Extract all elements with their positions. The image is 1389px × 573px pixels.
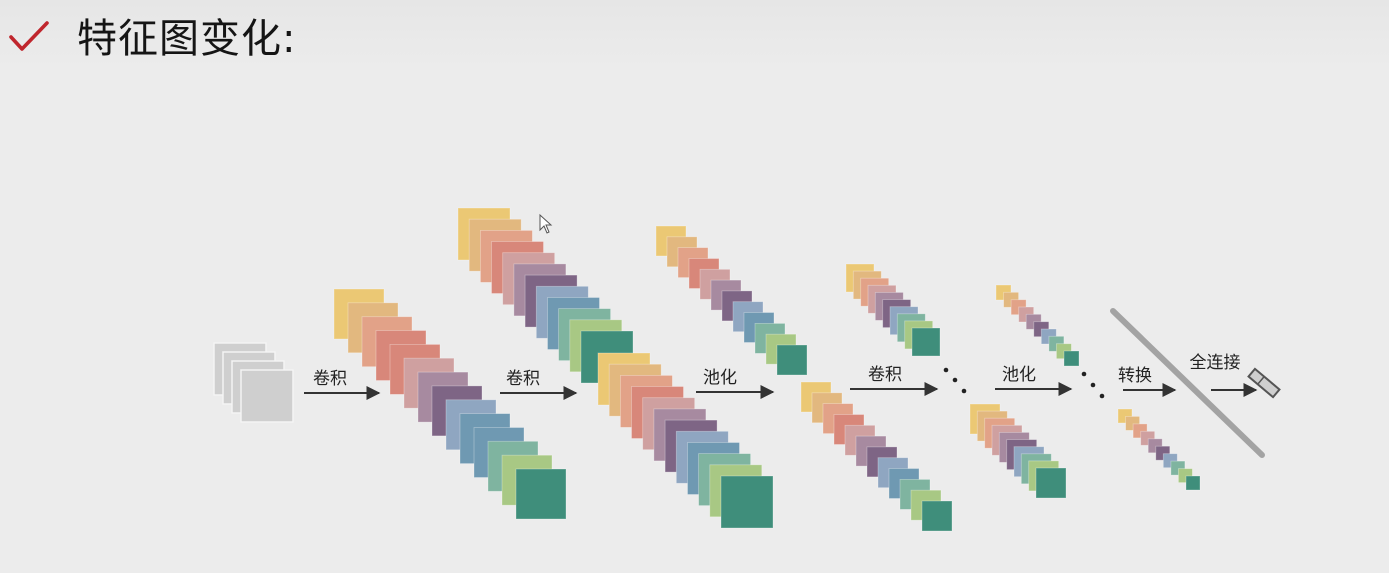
header-band xyxy=(0,0,1389,70)
feature-map-slice xyxy=(720,475,774,529)
operation-arrows: 卷积 卷积 池化 卷积 池化 转换 全连接 xyxy=(304,353,1258,400)
feature-maps-pool2-a xyxy=(995,284,1080,367)
feature-map-slice xyxy=(515,468,567,520)
ellipsis-dot xyxy=(1090,382,1096,388)
check-icon-inner xyxy=(15,23,42,44)
input-channel xyxy=(240,369,294,423)
check-icon xyxy=(9,21,49,51)
feature-maps-pool1-a xyxy=(655,225,808,376)
feature-map-slice xyxy=(1185,475,1201,491)
ellipsis-dot xyxy=(1099,393,1105,399)
feature-maps-conv2-b xyxy=(597,352,774,529)
op-label: 卷积 xyxy=(868,365,902,385)
feature-map-slice xyxy=(1035,467,1067,499)
feature-maps-conv3-b xyxy=(969,403,1067,499)
feature-map-slice xyxy=(921,500,953,532)
feature-maps-pool2-b xyxy=(1117,408,1201,491)
feature-map-slice xyxy=(776,344,808,376)
op-label: 池化 xyxy=(1002,365,1036,385)
ellipsis-dots xyxy=(943,367,1105,399)
ellipsis-dot xyxy=(1081,371,1087,377)
output-vector xyxy=(1247,367,1281,399)
flatten-divider xyxy=(1110,308,1265,458)
feature-maps-pool1-b xyxy=(800,381,953,532)
mouse-cursor-icon xyxy=(539,213,553,234)
op-label: 卷积 xyxy=(506,369,540,389)
feature-maps-conv3-a xyxy=(845,263,941,357)
ellipsis-dot xyxy=(952,377,958,383)
feature-map-stacks xyxy=(213,207,1201,532)
op-label: 全连接 xyxy=(1190,353,1241,373)
op-label: 池化 xyxy=(703,368,737,388)
header: 特征图变化: xyxy=(0,0,600,80)
ellipsis-dot xyxy=(943,367,949,373)
op-label: 卷积 xyxy=(313,369,347,389)
feature-map-slice xyxy=(911,327,941,357)
ellipsis-dot xyxy=(961,388,967,394)
feature-maps-conv1 xyxy=(333,288,567,520)
op-label: 转换 xyxy=(1118,366,1152,386)
input-image-stack xyxy=(213,342,294,423)
page-title: 特征图变化: xyxy=(77,16,297,62)
feature-map-slice xyxy=(1063,350,1080,367)
check-icon-stroke xyxy=(9,21,49,51)
